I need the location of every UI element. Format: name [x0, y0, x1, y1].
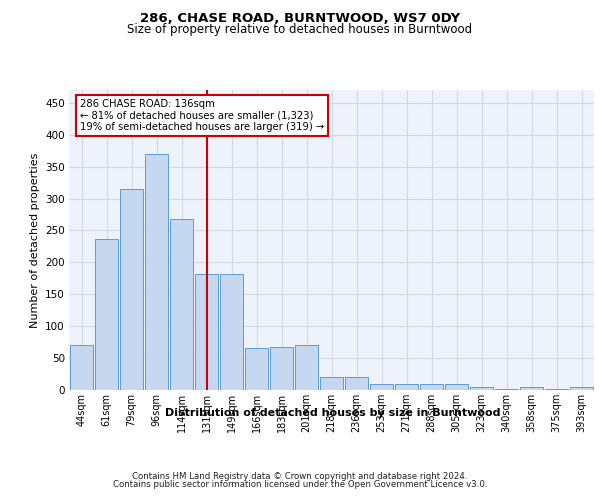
Bar [170, 219, 193, 390]
Bar [344, 377, 368, 390]
Bar [245, 348, 268, 390]
Bar [419, 384, 443, 390]
Bar [145, 154, 169, 390]
Bar [520, 388, 544, 390]
Bar [70, 346, 94, 390]
Bar [220, 274, 244, 390]
Bar [370, 384, 394, 390]
Bar [95, 240, 118, 390]
Text: 286, CHASE ROAD, BURNTWOOD, WS7 0DY: 286, CHASE ROAD, BURNTWOOD, WS7 0DY [140, 12, 460, 26]
Bar [445, 384, 469, 390]
Text: Contains HM Land Registry data © Crown copyright and database right 2024.: Contains HM Land Registry data © Crown c… [132, 472, 468, 481]
Text: Size of property relative to detached houses in Burntwood: Size of property relative to detached ho… [127, 22, 473, 36]
Bar [320, 376, 343, 390]
Bar [119, 189, 143, 390]
Text: 286 CHASE ROAD: 136sqm
← 81% of detached houses are smaller (1,323)
19% of semi-: 286 CHASE ROAD: 136sqm ← 81% of detached… [79, 99, 324, 132]
Bar [194, 274, 218, 390]
Y-axis label: Number of detached properties: Number of detached properties [29, 152, 40, 328]
Bar [470, 387, 493, 390]
Text: Distribution of detached houses by size in Burntwood: Distribution of detached houses by size … [165, 408, 501, 418]
Bar [295, 346, 319, 390]
Bar [395, 384, 418, 390]
Text: Contains public sector information licensed under the Open Government Licence v3: Contains public sector information licen… [113, 480, 487, 489]
Bar [569, 387, 593, 390]
Bar [269, 346, 293, 390]
